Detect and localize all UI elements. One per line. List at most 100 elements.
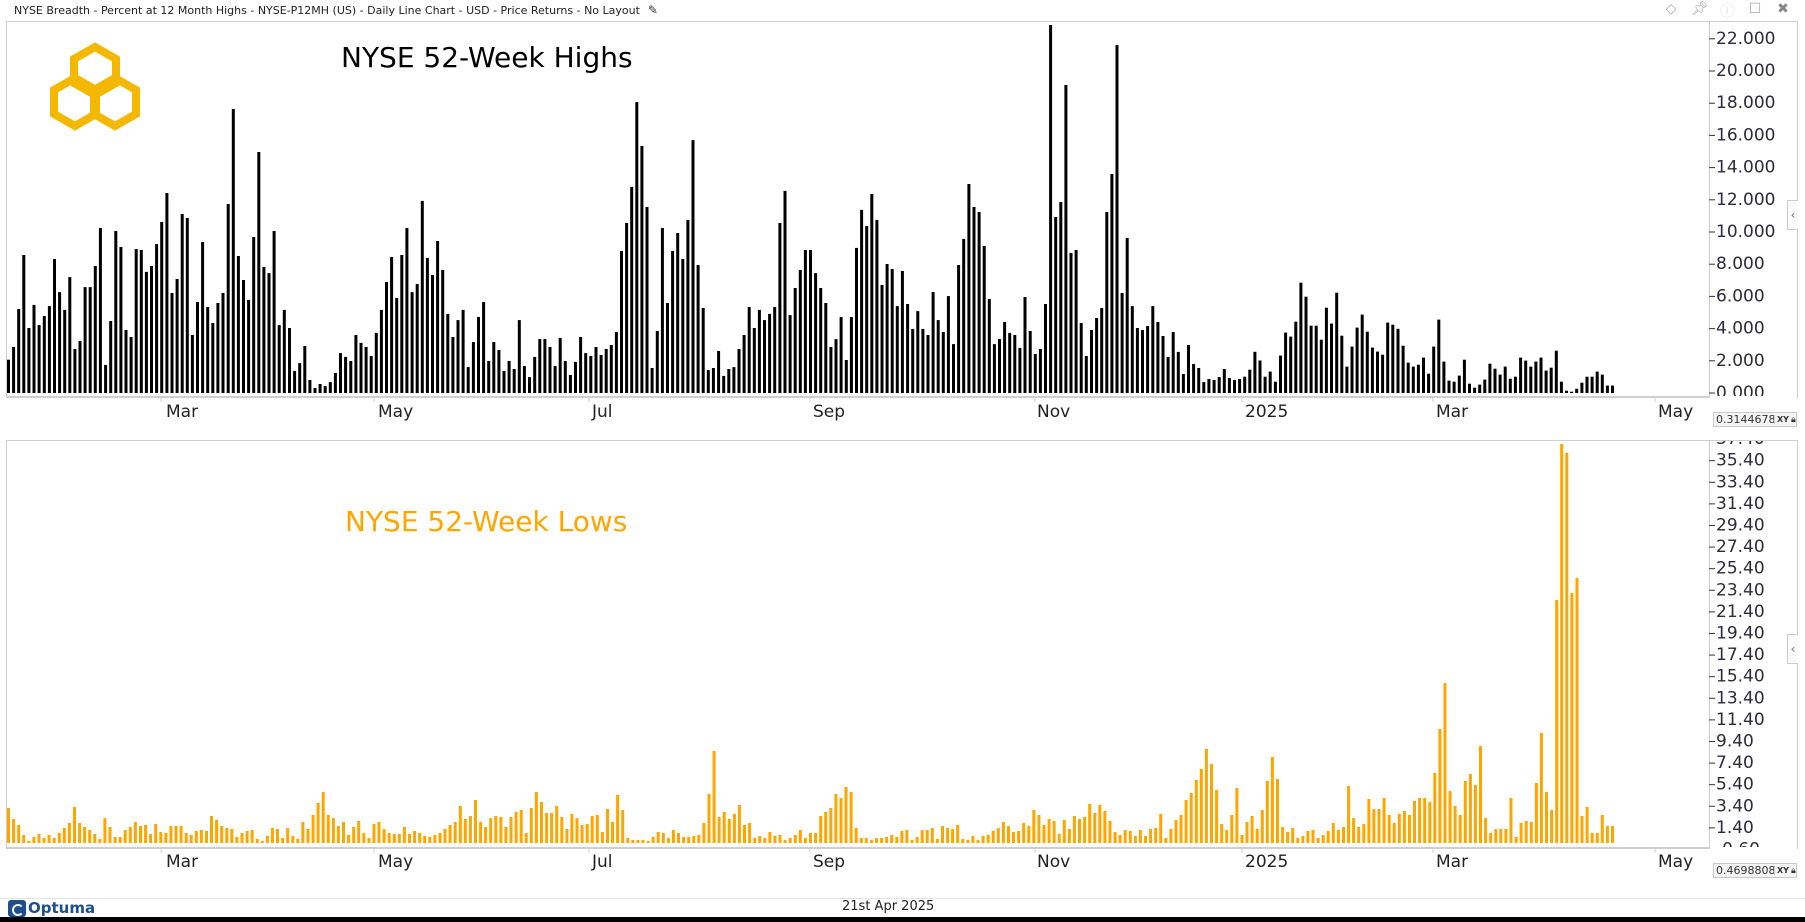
maximize-icon[interactable]: ☐ xyxy=(1748,1,1762,17)
lows-bar xyxy=(108,827,112,843)
highs-bar xyxy=(1529,366,1533,393)
highs-bar xyxy=(78,341,82,393)
lows-bar xyxy=(1179,815,1183,843)
lows-bar xyxy=(164,833,168,843)
highs-bar xyxy=(522,366,526,393)
highs-bar xyxy=(298,363,302,393)
lows-bar xyxy=(1204,749,1208,843)
lock-icon[interactable]: 🔒︎ xyxy=(1790,865,1796,876)
highs-bar xyxy=(952,344,955,393)
highs-bar xyxy=(354,335,358,393)
lows-bar xyxy=(1047,819,1051,843)
lows-chart-title: NYSE 52-Week Lows xyxy=(345,505,628,538)
lows-cursor-readout[interactable]: 0.4698808 XY 🔒︎ xyxy=(1713,863,1797,878)
lows-bar xyxy=(570,813,574,843)
lows-bar xyxy=(301,822,305,843)
lows-y-axis[interactable]: -0.601.403.405.407.409.4011.4013.4015.40… xyxy=(1709,429,1765,859)
diamond-icon[interactable]: ◇ xyxy=(1665,1,1677,17)
lows-bar xyxy=(1306,831,1310,843)
lows-bar xyxy=(1296,838,1300,843)
highs-cursor-readout[interactable]: 0.3144678 XY 🔒︎ xyxy=(1713,412,1797,427)
lows-bar xyxy=(1093,813,1097,843)
highs-bar xyxy=(1381,354,1385,393)
highs-bar xyxy=(313,388,317,393)
lows-bar xyxy=(179,826,183,843)
lows-bar xyxy=(88,830,92,843)
highs-bar xyxy=(410,292,414,393)
lows-bar xyxy=(829,808,833,843)
expand-panel-chevron-left-icon[interactable]: ‹ xyxy=(1787,200,1798,230)
highs-bar xyxy=(1319,339,1323,393)
highs-bar xyxy=(247,299,251,393)
highs-bar xyxy=(1585,376,1589,393)
x-label: Nov xyxy=(1037,852,1071,872)
expand-panel-chevron-left-icon[interactable]: ‹ xyxy=(1787,634,1798,664)
xy-toggle[interactable]: XY xyxy=(1774,866,1791,875)
lows-bar xyxy=(824,812,828,843)
highs-bar xyxy=(139,250,143,393)
info-icon[interactable]: ⓘ xyxy=(1720,4,1734,20)
highs-bar xyxy=(1406,362,1410,393)
highs-bar xyxy=(318,384,322,393)
lows-bar xyxy=(550,813,554,843)
lows-bar xyxy=(697,835,701,843)
lock-icon[interactable]: 🔒︎ xyxy=(1790,414,1796,425)
lows-bar xyxy=(321,792,325,843)
y-tick-label: 20.000 xyxy=(1716,61,1775,81)
lows-bar xyxy=(905,830,909,843)
highs-bar xyxy=(206,307,210,393)
lows-bar xyxy=(1052,821,1056,843)
lows-bar xyxy=(484,827,488,843)
lows-bar xyxy=(52,838,56,843)
highs-bar xyxy=(1590,376,1594,393)
highs-bar xyxy=(1095,318,1099,393)
highs-bar xyxy=(1391,324,1395,393)
highs-bar xyxy=(1156,322,1160,393)
highs-bar xyxy=(446,313,450,393)
highs-y-axis[interactable]: 0.000 2.000 4.000 6.000 8.000 10.000 12.000 14.… xyxy=(1709,29,1775,403)
highs-bar xyxy=(987,299,991,393)
lows-bar xyxy=(763,838,767,843)
highs-bar xyxy=(68,277,72,393)
lows-bar xyxy=(1489,833,1493,843)
lows-bar xyxy=(357,821,361,843)
y-tick-label: 14.000 xyxy=(1716,158,1775,178)
highs-bar xyxy=(517,320,521,393)
y-tick-label: 9.40 xyxy=(1716,731,1754,751)
window-title: NYSE Breadth - Percent at 12 Month Highs… xyxy=(14,3,640,17)
lows-bar xyxy=(1118,835,1122,843)
highs-bar xyxy=(512,369,516,393)
highs-bar xyxy=(471,342,475,393)
pin-icon[interactable]: 📌︎ xyxy=(1691,1,1709,17)
highs-bar xyxy=(1253,351,1257,393)
lows-bar xyxy=(920,830,924,843)
highs-bar xyxy=(1605,385,1609,393)
highs-bar xyxy=(834,339,838,393)
highs-bar xyxy=(58,292,62,393)
lows-bar xyxy=(996,828,1000,843)
x-label: May xyxy=(1658,402,1694,422)
xy-toggle[interactable]: XY xyxy=(1774,415,1791,424)
logo-icon xyxy=(50,42,140,131)
lows-bar xyxy=(37,834,41,843)
lows-bar xyxy=(788,838,792,843)
highs-bar xyxy=(124,330,128,393)
lows-bar xyxy=(1078,819,1081,843)
highs-bar xyxy=(420,200,424,393)
highs-bar xyxy=(885,264,889,393)
lows-bar xyxy=(1504,829,1508,843)
highs-bar xyxy=(221,293,225,393)
lows-bar xyxy=(895,837,899,843)
lows-bar xyxy=(113,837,117,843)
lows-bar xyxy=(1174,820,1178,843)
highs-bar xyxy=(1304,296,1308,393)
highs-chart-title: NYSE 52-Week Highs xyxy=(341,41,633,74)
optuma-logo-icon xyxy=(8,899,26,917)
highs-bar xyxy=(1044,304,1047,393)
lows-bar xyxy=(951,829,955,843)
edit-title-pencil-icon[interactable]: ✎ xyxy=(647,3,658,17)
highs-bar xyxy=(711,368,715,393)
highs-bar xyxy=(589,356,593,393)
x-axis-ticks xyxy=(160,397,1656,853)
close-icon[interactable]: ✖ xyxy=(1777,1,1789,17)
